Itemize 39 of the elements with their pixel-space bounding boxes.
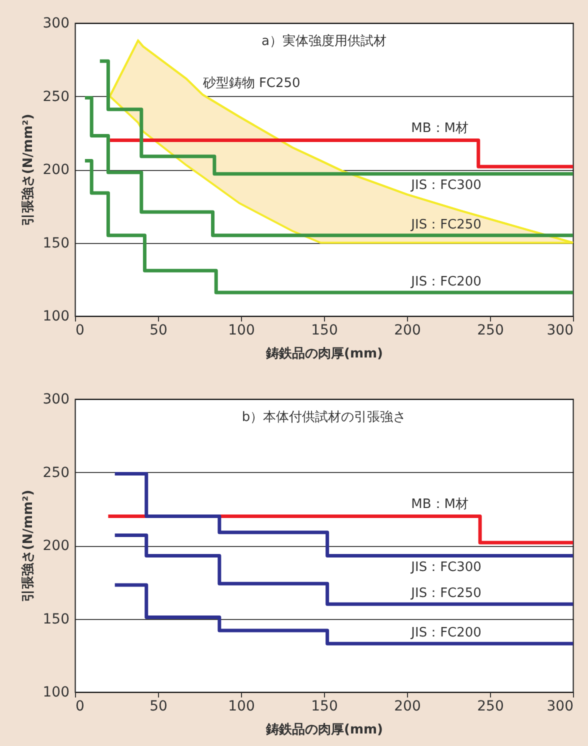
x-tick-label: 100 bbox=[228, 322, 255, 338]
x-tick-label: 250 bbox=[477, 698, 504, 714]
y-axis-title: 引張強さ(N/mm²) bbox=[20, 114, 36, 226]
x-tick-label: 200 bbox=[394, 698, 421, 714]
text: a）実体強度用供試材 bbox=[262, 33, 386, 49]
series-label: 砂型鋳物 FC250 bbox=[202, 76, 300, 91]
x-tick-label: 0 bbox=[76, 698, 84, 714]
x-tick-label: 300 bbox=[546, 698, 574, 714]
y-tick-label: 250 bbox=[42, 88, 70, 105]
x-axis-title: 鋳鉄品の肉厚(mm) bbox=[265, 346, 383, 362]
x-tick-label: 200 bbox=[394, 322, 421, 338]
x-tick-label: 250 bbox=[477, 322, 504, 338]
series-label: JIS：FC300 bbox=[410, 178, 482, 193]
series-label: JIS：FC200 bbox=[410, 626, 482, 641]
y-tick-label: 100 bbox=[42, 308, 70, 324]
x-tick-label: 0 bbox=[76, 322, 84, 338]
series-label: MB：M材 bbox=[411, 121, 469, 136]
y-tick-label: 200 bbox=[42, 162, 70, 178]
y-tick-label: 200 bbox=[42, 538, 70, 554]
series-label: JIS：FC200 bbox=[410, 274, 482, 290]
y-tick-label: 150 bbox=[42, 611, 70, 628]
series-label: JIS：FC250 bbox=[410, 586, 482, 602]
x-axis-title: 鋳鉄品の肉厚(mm) bbox=[265, 722, 383, 738]
text: b）本体付供試材の引張強さ bbox=[242, 410, 406, 425]
x-tick-label: 150 bbox=[311, 698, 338, 714]
y-axis-title: 引張強さ(N/mm²) bbox=[20, 490, 36, 602]
y-tick-label: 300 bbox=[42, 16, 70, 32]
x-tick-label: 150 bbox=[311, 322, 338, 338]
series-label: MB：M材 bbox=[411, 497, 469, 512]
x-tick-label: 300 bbox=[546, 322, 574, 338]
series-label: JIS：FC300 bbox=[410, 560, 482, 575]
y-tick-label: 300 bbox=[42, 392, 70, 408]
x-tick-label: 50 bbox=[150, 322, 168, 338]
y-tick-label: 100 bbox=[42, 684, 70, 700]
y-tick-label: 250 bbox=[42, 464, 70, 481]
x-tick-label: 100 bbox=[228, 698, 255, 714]
series-label: JIS：FC250 bbox=[410, 217, 482, 232]
y-tick-label: 150 bbox=[42, 235, 70, 252]
x-tick-label: 50 bbox=[150, 698, 168, 714]
